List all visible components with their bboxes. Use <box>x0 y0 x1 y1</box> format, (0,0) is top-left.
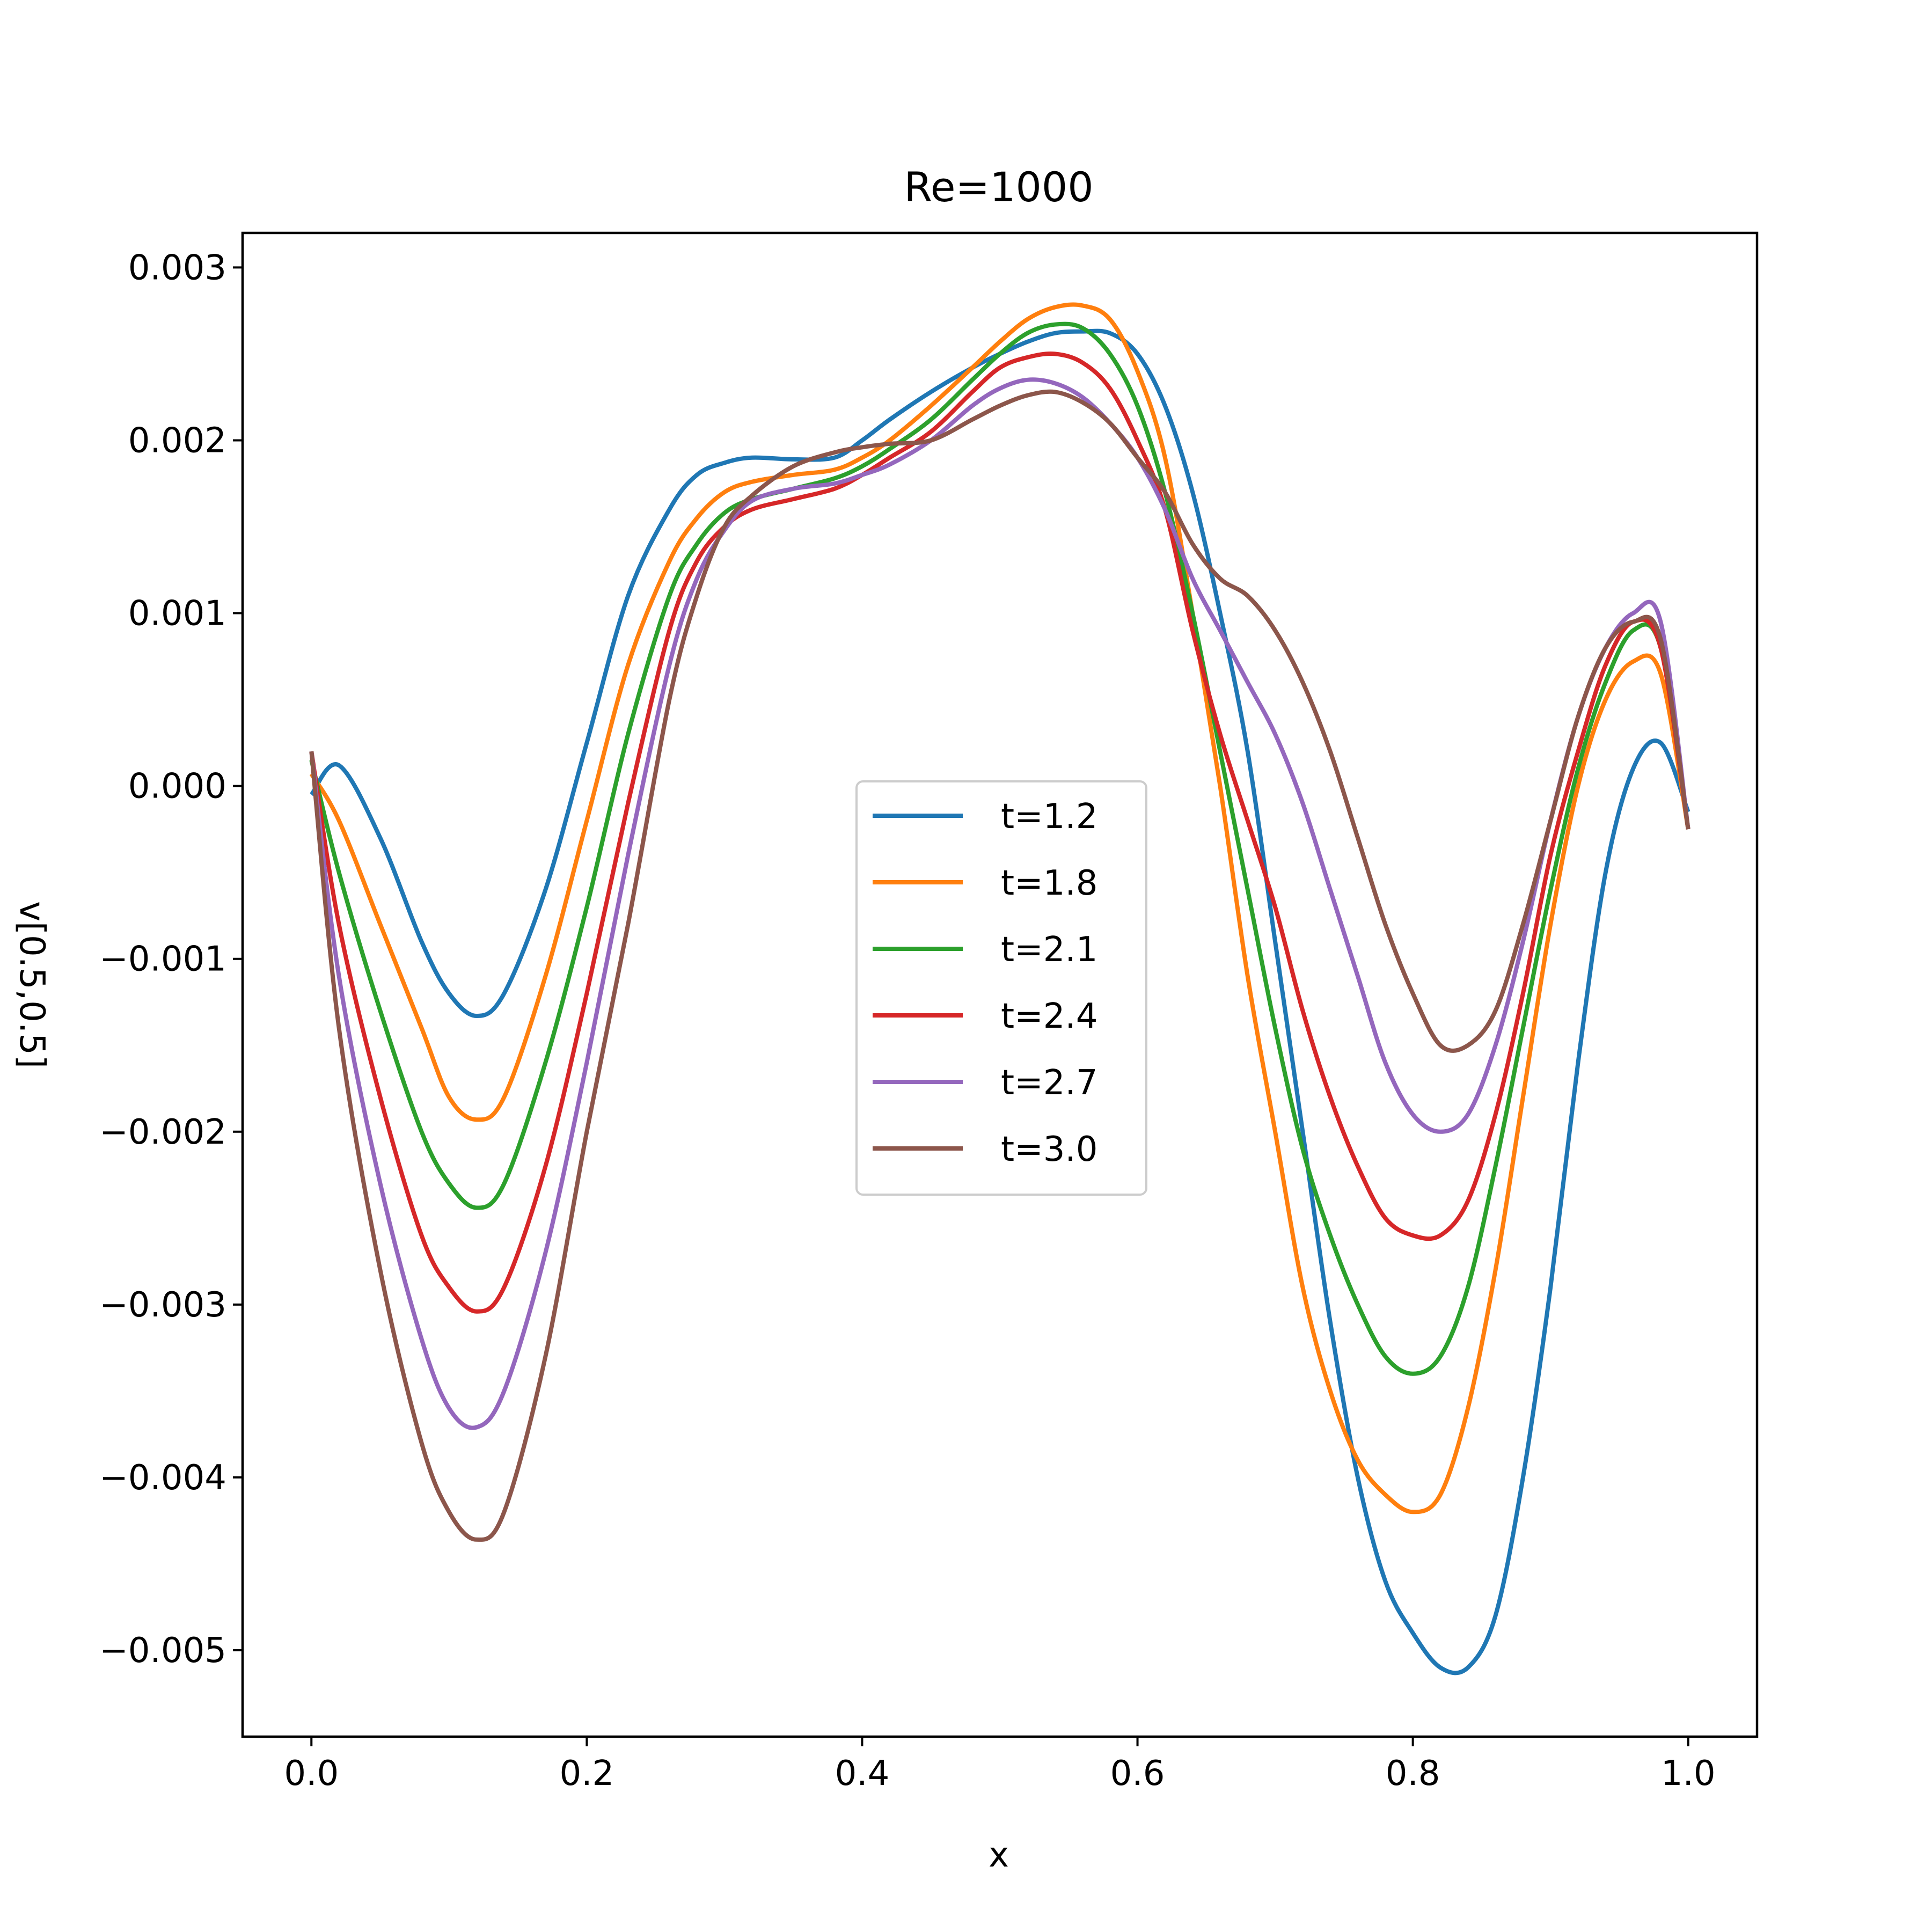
y-tick-label: −0.003 <box>99 1285 226 1325</box>
legend-label: t=2.7 <box>1001 1063 1098 1103</box>
legend-label: t=1.8 <box>1001 863 1098 903</box>
series-line-4 <box>309 352 1690 1314</box>
legend-label: t=3.0 <box>1001 1130 1098 1169</box>
series-line-1 <box>310 328 1690 1675</box>
legend-items: t=1.2 t=1.8 t=2.1 t=2.4 t=2.7 t=3.0 <box>873 797 1098 1169</box>
y-tick-label: −0.002 <box>99 1113 226 1152</box>
legend: t=1.2 t=1.8 t=2.1 t=2.4 t=2.7 t=3.0 <box>855 780 1147 1196</box>
y-tick-label: 0.003 <box>128 248 226 288</box>
legend-box <box>855 780 1147 1196</box>
y-tick-label: 0.002 <box>128 421 226 460</box>
series-line-3 <box>309 321 1690 1376</box>
legend-label: t=1.2 <box>1001 797 1098 837</box>
x-tick-label: 0.2 <box>559 1754 614 1794</box>
x-tick-label: 0.8 <box>1386 1754 1440 1794</box>
x-tick-label: 0.0 <box>284 1754 339 1794</box>
y-tick-label: −0.005 <box>99 1631 226 1671</box>
y-tick-label: 0.001 <box>128 594 226 634</box>
chart-title: Re=1000 <box>904 163 1093 211</box>
legend-label: t=2.4 <box>1001 997 1098 1036</box>
series-line-6 <box>309 389 1690 1542</box>
x-axis-label: x <box>989 1835 1009 1875</box>
y-tick-label: 0.000 <box>128 767 226 807</box>
legend-label: t=2.1 <box>1001 930 1098 970</box>
x-tick-label: 1.0 <box>1661 1754 1716 1794</box>
y-tick-label: −0.004 <box>99 1458 226 1498</box>
series-line-5 <box>309 377 1690 1430</box>
y-axis-label: v[0.5,0.5] <box>12 901 52 1069</box>
x-tick-label: 0.4 <box>835 1754 890 1794</box>
y-axis: 0.003 0.002 0.001 0.000 −0.001 −0.002 −0.003 −0… <box>99 248 243 1671</box>
y-tick-label: −0.001 <box>99 940 226 979</box>
x-axis: 0.0 0.2 0.4 0.6 0.8 1.0 <box>284 1737 1716 1794</box>
plot-frame <box>241 231 1759 1738</box>
series-line-2 <box>309 302 1690 1514</box>
series-layer <box>309 302 1690 1675</box>
x-tick-label: 0.6 <box>1110 1754 1165 1794</box>
